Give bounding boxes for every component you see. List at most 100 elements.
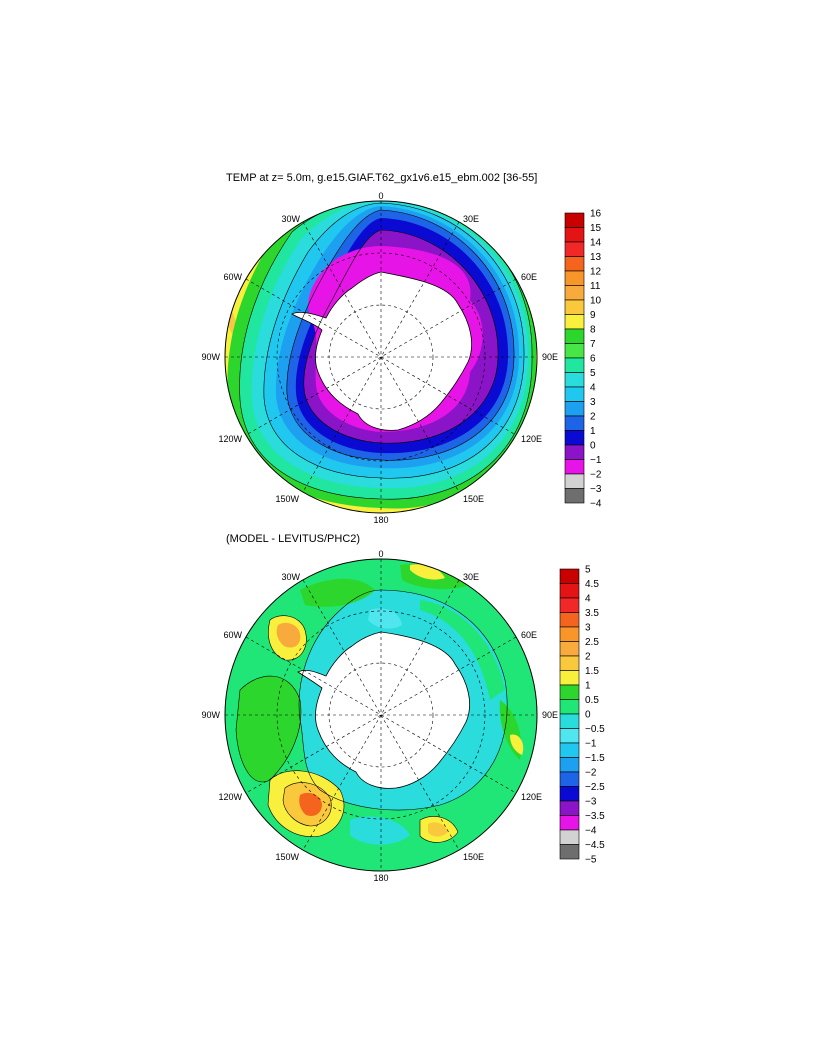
top-lon-label-180: 180 [373, 515, 388, 525]
bottom-colorbar-box [559, 844, 580, 860]
bottom-lon-label-30e: 30E [463, 572, 479, 582]
bottom-colorbar-box [559, 626, 580, 642]
top-colorbar-label: 2 [590, 412, 596, 423]
top-colorbar-box [564, 212, 585, 228]
bottom-colorbar-box [559, 670, 580, 686]
bottom-colorbar-label: 5 [585, 565, 591, 576]
bottom-colorbar-box [559, 655, 580, 671]
bottom-colorbar-label: −0.5 [585, 724, 605, 735]
top-colorbar-box [564, 241, 585, 257]
bottom-lon-label-90w: 90W [201, 710, 220, 720]
top-colorbar-box [564, 444, 585, 460]
bottom-lon-label-180: 180 [373, 873, 388, 883]
bottom-colorbar-label: −3 [585, 797, 597, 808]
bottom-colorbar-label: −2 [585, 768, 597, 779]
bottom-colorbar-box [559, 583, 580, 599]
bottom-colorbar-label: 1.5 [585, 666, 599, 677]
bottom-colorbar-box [559, 757, 580, 773]
top-colorbar-label: 14 [590, 238, 602, 249]
bottom-colorbar-label: 2 [585, 652, 591, 663]
top-lon-label-30w: 30W [281, 214, 300, 224]
bottom-lon-label-150w: 150W [275, 852, 299, 862]
top-lon-label-120w: 120W [218, 434, 242, 444]
top-colorbar-box [564, 459, 585, 475]
bottom-colorbar-box [559, 742, 580, 758]
top-colorbar-label: 15 [590, 223, 602, 234]
top-colorbar-box [564, 415, 585, 431]
top-colorbar-label: −2 [590, 470, 602, 481]
top-colorbar-label: 3 [590, 397, 596, 408]
bottom-colorbar-label: −2.5 [585, 782, 605, 793]
bottom-map-title: (MODEL - LEVITUS/PHC2) [226, 533, 361, 545]
bottom-colorbar-label: 3 [585, 623, 591, 634]
top-lon-label-90w: 90W [201, 352, 220, 362]
bottom-colorbar-label: −4.5 [585, 840, 605, 851]
bottom-colorbar: 5 4.5 4 3.5 3 2.5 2 1.5 1 0.5 0 −0.5 −1 −1.5 −2 −2.5 −3 −… [559, 565, 605, 866]
bottom-lon-label-30w: 30W [281, 572, 300, 582]
top-colorbar-box [564, 328, 585, 344]
top-colorbar-box [564, 488, 585, 504]
top-lon-label-120e: 120E [521, 434, 542, 444]
bottom-colorbar-box [559, 612, 580, 628]
top-colorbar-box [564, 285, 585, 301]
bottom-lon-label-120e: 120E [521, 792, 542, 802]
top-colorbar-label: 16 [590, 209, 602, 220]
top-colorbar-label: 1 [590, 426, 596, 437]
top-colorbar-box [564, 227, 585, 243]
top-colorbar-label: 0 [590, 441, 596, 452]
bottom-colorbar-box [559, 728, 580, 744]
top-lon-label-150e: 150E [463, 494, 484, 504]
top-colorbar-box [564, 270, 585, 286]
top-colorbar-box [564, 343, 585, 359]
top-colorbar-label: 9 [590, 310, 596, 321]
top-lon-label-60w: 60W [223, 272, 242, 282]
top-colorbar-box [564, 401, 585, 417]
bottom-lon-label-60e: 60E [521, 630, 537, 640]
top-colorbar-label: 6 [590, 354, 596, 365]
bottom-lon-label-120w: 120W [218, 792, 242, 802]
bottom-colorbar-box [559, 641, 580, 657]
top-colorbar-label: 5 [590, 368, 596, 379]
top-colorbar-label: 4 [590, 383, 596, 394]
top-lon-label-150w: 150W [275, 494, 299, 504]
top-lon-label-0: 0 [378, 191, 383, 201]
bottom-colorbar-box [559, 829, 580, 845]
top-colorbar-label: 7 [590, 339, 596, 350]
top-colorbar-box [564, 357, 585, 373]
top-polar-map: 0 30E 60E 90E 120E 150E 180 150W 120W 90… [201, 191, 558, 525]
top-colorbar-label: 11 [590, 281, 601, 292]
bottom-colorbar-label: 0 [585, 710, 591, 721]
bottom-colorbar-label: 3.5 [585, 608, 599, 619]
top-colorbar-label: 13 [590, 252, 602, 263]
bottom-lon-label-150e: 150E [463, 852, 484, 862]
bottom-colorbar-box [559, 684, 580, 700]
top-colorbar-box [564, 372, 585, 388]
bottom-colorbar-label: 4.5 [585, 579, 599, 590]
bottom-colorbar-box [559, 699, 580, 715]
bottom-colorbar-label: −3.5 [585, 811, 605, 822]
top-colorbar-label: 12 [590, 267, 602, 278]
top-map-title: TEMP at z= 5.0m, g.e15.GIAF.T62_gx1v6.e1… [226, 172, 538, 184]
bottom-colorbar-label: 0.5 [585, 695, 599, 706]
bottom-colorbar-label: −1.5 [585, 753, 605, 764]
top-colorbar-label: 8 [590, 325, 596, 336]
top-colorbar-box [564, 256, 585, 272]
top-colorbar-box [564, 299, 585, 315]
top-colorbar-label: −3 [590, 484, 602, 495]
bottom-colorbar-box [559, 713, 580, 729]
bottom-colorbar-label: −5 [585, 855, 597, 866]
top-colorbar-box [564, 314, 585, 330]
bottom-lon-label-60w: 60W [223, 630, 242, 640]
bottom-colorbar-box [559, 800, 580, 816]
top-colorbar-box [564, 473, 585, 489]
top-lon-label-60e: 60E [521, 272, 537, 282]
bottom-colorbar-box [559, 597, 580, 613]
bottom-colorbar-box [559, 771, 580, 787]
top-colorbar-label: −1 [590, 455, 602, 466]
bottom-colorbar-box [559, 815, 580, 831]
top-lon-label-30e: 30E [463, 214, 479, 224]
bottom-lon-label-90e: 90E [542, 710, 558, 720]
top-colorbar-label: −4 [590, 499, 602, 510]
